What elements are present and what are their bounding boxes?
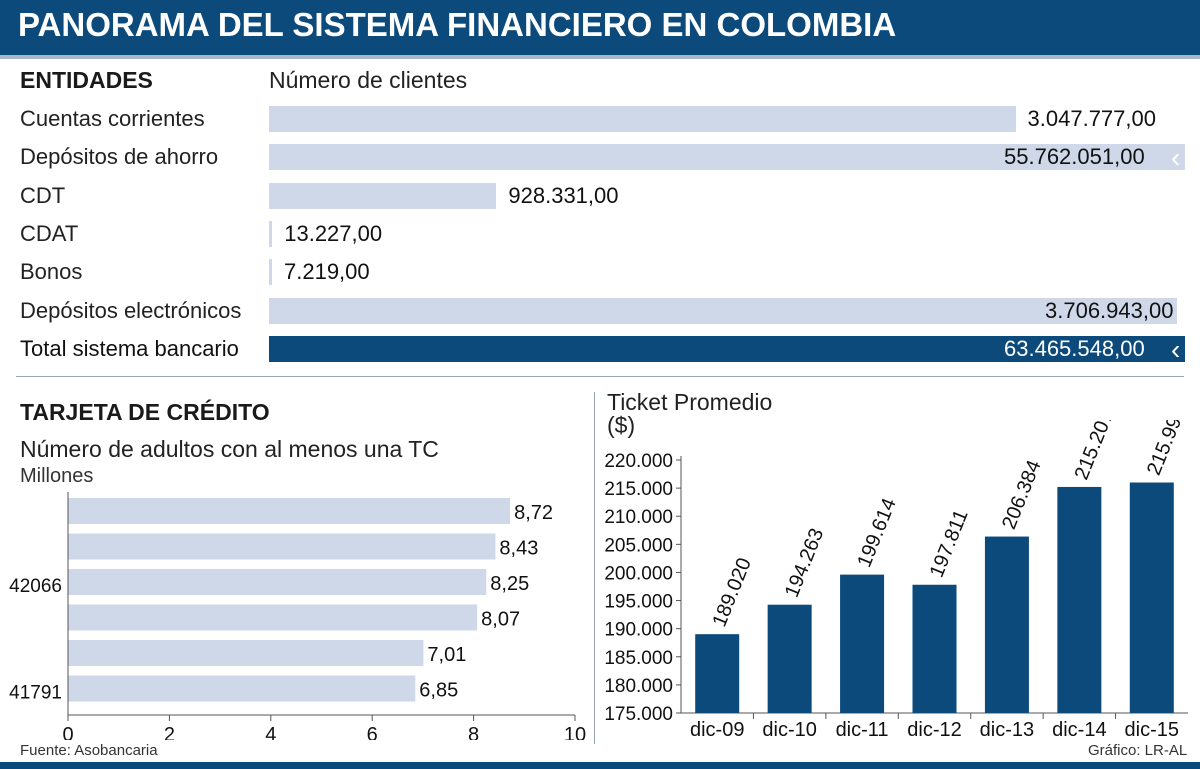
tc-value-label: 7,01 [427, 644, 466, 666]
ticket-category-label: dic-11 [836, 719, 889, 741]
ticket-value-label: 189.020 [708, 555, 755, 630]
entidad-label: Total sistema bancario [20, 335, 239, 361]
ticket-category-label: dic-12 [907, 719, 961, 741]
tarjeta-subheading: Número de adultos con al menos una TC [20, 436, 439, 462]
ticket-category-label: dic-15 [1125, 719, 1179, 741]
ticket-y-tick-label: 200.000 [604, 563, 673, 584]
ticket-bar [912, 584, 957, 713]
ticket-category-label: dic-09 [690, 719, 744, 741]
footer-bar [0, 762, 1200, 769]
ticket-bar [1129, 482, 1174, 713]
ticket-bar [840, 574, 885, 713]
entidad-label: CDT [20, 182, 66, 208]
header-bar: PANORAMA DEL SISTEMA FINANCIERO EN COLOM… [0, 0, 1200, 59]
page-title: PANORAMA DEL SISTEMA FINANCIERO EN COLOM… [18, 6, 897, 43]
section-divider [16, 376, 1184, 377]
ticket-category-label: dic-13 [980, 719, 1034, 741]
entidad-value: 55.762.051,00 [1004, 144, 1145, 170]
tc-value-label: 8,07 [481, 609, 520, 631]
tc-x-tick-label: 8 [468, 724, 479, 740]
ticket-bar [1057, 486, 1102, 713]
tc-value-label: 8,25 [490, 573, 529, 595]
entidad-label: Depósitos de ahorro [20, 144, 219, 170]
tc-x-tick-label: 0 [62, 724, 73, 740]
ticket-y-tick-label: 210.000 [604, 507, 673, 528]
axis-break-icon: ‹ [1171, 333, 1181, 365]
tc-bar [68, 675, 416, 702]
ticket-y-tick-label: 185.000 [604, 648, 673, 669]
ticket-y-tick-label: 180.000 [604, 676, 673, 697]
entidad-value: 63.465.548,00 [1004, 335, 1145, 361]
entidad-value: 7.219,00 [284, 259, 370, 285]
ticket-value-label: 194.263 [781, 525, 828, 600]
ticket-bar [695, 634, 740, 713]
source-note: Fuente: Asobancaria [20, 742, 158, 759]
ticket-y-tick-label: 195.000 [604, 592, 673, 613]
ticket-value-label: 197.811 [926, 507, 973, 581]
axis-break-icon: ‹ [1171, 142, 1181, 174]
entidad-value: 928.331,00 [508, 182, 619, 208]
entidades-subheading: Número de clientes [269, 67, 468, 93]
entidad-bar [269, 220, 273, 247]
entidad-bar [269, 106, 1016, 132]
ticket-y-tick-label: 220.000 [604, 451, 673, 472]
ticket-y-tick-label: 190.000 [604, 620, 673, 641]
entidad-label: CDAT [20, 220, 79, 246]
tarjeta-chart: 8,72 8,43 8,25 42066 8,07 7,01 6,85 41791 0 2 4 6 8 1… [9, 492, 586, 740]
entidad-bar [269, 259, 272, 286]
entidad-bar [269, 144, 1185, 171]
entidad-bar [269, 182, 497, 209]
tc-value-label: 6,85 [419, 680, 458, 702]
column-divider [594, 392, 595, 744]
entidad-value: 13.227,00 [284, 220, 383, 246]
entidad-label: Bonos [20, 259, 83, 285]
entidad-label: Depósitos electrónicos [20, 297, 242, 323]
ticket-value-label: 215.207 [1071, 420, 1118, 483]
entidad-bar [269, 335, 1185, 362]
tc-value-label: 8,72 [514, 502, 553, 524]
ticket-bar [767, 604, 812, 713]
ticket-units: ($) [607, 412, 636, 438]
entidad-value: 3.047.777,00 [1027, 106, 1156, 131]
ticket-title: Ticket Promedio [607, 389, 773, 415]
tc-bar [68, 640, 424, 666]
ticket-value-label: 206.384 [998, 457, 1045, 532]
ticket-y-tick-label: 215.000 [604, 479, 673, 500]
ticket-category-label: dic-10 [762, 719, 816, 741]
tc-category-label: 41791 [9, 683, 62, 704]
tc-category-label: 42066 [9, 576, 62, 597]
ticket-y-tick-label: 175.000 [604, 704, 673, 725]
tc-bar [68, 498, 511, 524]
ticket-category-label: dic-14 [1052, 719, 1106, 741]
tc-x-tick-label: 10 [564, 724, 586, 740]
tc-x-tick-label: 2 [164, 724, 175, 740]
tarjeta-units: Millones [20, 465, 94, 487]
tc-bar [68, 533, 496, 560]
ticket-value-label: 199.614 [853, 495, 900, 570]
tc-x-tick-label: 6 [367, 724, 378, 740]
entidad-value: 3.706.943,00 [1045, 297, 1174, 323]
entidad-label: Cuentas corrientes [20, 106, 205, 131]
entidades-heading: ENTIDADES [20, 67, 153, 93]
credit-note: Gráfico: LR-AL [1088, 742, 1188, 759]
ticket-bar [984, 536, 1029, 713]
ticket-value-label: 215.996 [1143, 420, 1190, 478]
tc-bar [68, 604, 478, 631]
tc-value-label: 8,43 [499, 538, 538, 560]
ticket-chart: 175.000 180.000 185.000 190.000 195.000 200.0… [604, 420, 1190, 741]
ticket-y-tick-label: 205.000 [604, 535, 673, 556]
tarjeta-heading: TARJETA DE CRÉDITO [20, 399, 270, 425]
tc-x-tick-label: 4 [265, 724, 276, 740]
tc-bar [68, 569, 487, 595]
entidad-bar [269, 297, 1177, 324]
